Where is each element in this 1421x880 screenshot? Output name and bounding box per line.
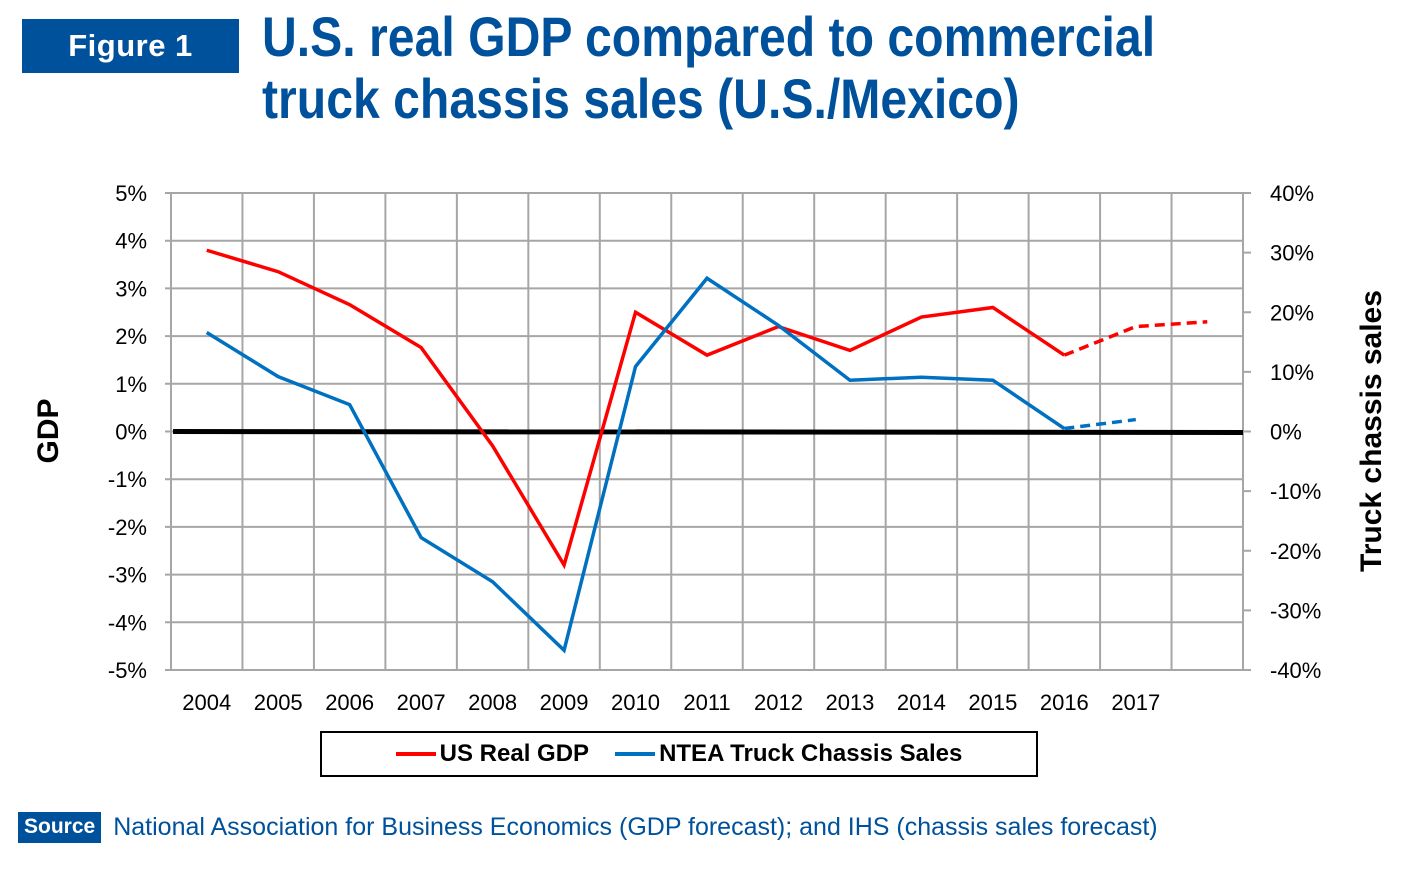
data-point-truck <box>705 276 709 280</box>
series-line-gdp <box>206 248 1066 570</box>
source-badge: Source <box>18 812 102 843</box>
data-point-truck <box>776 323 780 327</box>
x-axis-tick-label: 2008 <box>468 690 517 715</box>
x-axis-tick-label: 2004 <box>182 690 231 715</box>
data-point-gdp <box>205 248 209 252</box>
left-axis-tick-label: -1% <box>108 467 147 492</box>
series-forecast-line-truck <box>1064 417 1137 431</box>
x-axis-tick-label: 2015 <box>968 690 1017 715</box>
right-axis: 40% 30% 20% 10% 0% -10% -20% -30% -40% <box>1270 181 1321 683</box>
x-axis-tick-label: 2017 <box>1111 690 1160 715</box>
right-axis-tick-label: -20% <box>1270 539 1321 564</box>
x-axis-tick-label: 2016 <box>1040 690 1089 715</box>
source-text: National Association for Business Econom… <box>113 813 1158 841</box>
data-point-gdp <box>419 346 423 350</box>
data-point-truck <box>419 536 423 540</box>
left-axis-tick-label: -5% <box>108 658 147 683</box>
x-axis-tick-label: 2014 <box>897 690 946 715</box>
left-axis-tick-label: 5% <box>115 181 147 206</box>
x-axis-tick-label: 2005 <box>254 690 303 715</box>
left-axis-title: GDP <box>32 398 65 463</box>
chart-title: U.S. real GDP compared to commercial tru… <box>262 6 1225 130</box>
x-axis-tick-label: 2009 <box>540 690 589 715</box>
series-forecast-line-gdp <box>1063 320 1208 357</box>
data-point-gdp <box>276 270 280 274</box>
left-axis-tick-label: -4% <box>108 610 147 635</box>
left-axis-tick-label: -3% <box>108 563 147 588</box>
data-point-gdp <box>848 348 852 352</box>
data-point-truck <box>919 375 923 379</box>
zero-reference-line <box>172 429 1244 435</box>
figure-label: Figure 1 <box>22 19 239 73</box>
legend-item-truck: NTEA Truck Chassis Sales <box>615 740 962 768</box>
data-point-truck <box>491 580 495 584</box>
data-point-gdp <box>348 303 352 307</box>
left-axis-tick-label: -2% <box>108 515 147 540</box>
data-point-truck <box>991 378 995 382</box>
x-axis-tick-label: 2013 <box>825 690 874 715</box>
right-axis-tick-label: -10% <box>1270 479 1321 504</box>
right-axis-tick-label: 20% <box>1270 300 1314 325</box>
right-axis-tick-label: -40% <box>1270 658 1321 683</box>
left-axis-tick-label: 1% <box>115 372 147 397</box>
x-axis-tick-label: 2010 <box>611 690 660 715</box>
chart-title-line-1: U.S. real GDP compared to commercial <box>262 5 1156 68</box>
data-point-gdp <box>705 353 709 357</box>
legend-item-gdp: US Real GDP <box>395 740 590 768</box>
chart-title-line-2: truck chassis sales (U.S./Mexico) <box>262 67 1020 130</box>
right-axis-tick-label: 10% <box>1270 360 1314 385</box>
series-group <box>205 248 1208 654</box>
left-axis: 5% 4% 3% 2% 1% 0% -1% -2% -3% -4% -5% <box>108 181 147 683</box>
left-axis-tick-label: 0% <box>115 420 147 445</box>
legend-swatch-gdp <box>395 752 436 756</box>
data-point-truck <box>562 648 566 652</box>
data-point-truck <box>848 378 852 382</box>
data-point-gdp <box>919 315 923 319</box>
x-axis-tick-label: 2012 <box>754 690 803 715</box>
left-axis-tick-label: 3% <box>115 276 147 301</box>
data-point-gdp <box>634 310 638 314</box>
data-point-gdp <box>562 563 566 567</box>
right-axis-tick-label: 40% <box>1270 181 1314 206</box>
legend: US Real GDP NTEA Truck Chassis Sales <box>320 731 1038 777</box>
data-point-gdp <box>1062 353 1066 357</box>
x-axis-tick-label: 2011 <box>683 690 730 715</box>
x-axis-tick-label: 2006 <box>325 690 374 715</box>
left-axis-tick-label: 4% <box>115 229 147 254</box>
data-point-gdp <box>491 444 495 448</box>
x-axis: 2004 2005 2006 2007 2008 2009 2010 2011 2012 2013… <box>182 690 1160 715</box>
left-axis-tick-label: 2% <box>115 324 147 349</box>
right-axis-tick-label: -30% <box>1270 598 1321 623</box>
legend-label-gdp: US Real GDP <box>439 740 590 767</box>
data-point-truck <box>634 365 638 369</box>
source-note: Source National Association for Business… <box>18 812 1158 843</box>
data-point-truck <box>1062 427 1066 431</box>
right-axis-tick-label: 0% <box>1270 420 1302 445</box>
x-axis-tick-label: 2007 <box>397 690 446 715</box>
zero-line <box>172 429 1244 435</box>
legend-label-truck: NTEA Truck Chassis Sales <box>659 740 963 767</box>
right-axis-title: Truck chassis sales <box>1355 290 1388 572</box>
legend-swatch-truck <box>615 752 656 756</box>
right-axis-tick-label: 30% <box>1270 241 1314 266</box>
data-point-truck <box>205 331 209 335</box>
data-point-gdp <box>991 305 995 309</box>
data-point-truck <box>276 375 280 379</box>
series-line-truck <box>205 275 1066 654</box>
data-point-truck <box>348 403 352 407</box>
